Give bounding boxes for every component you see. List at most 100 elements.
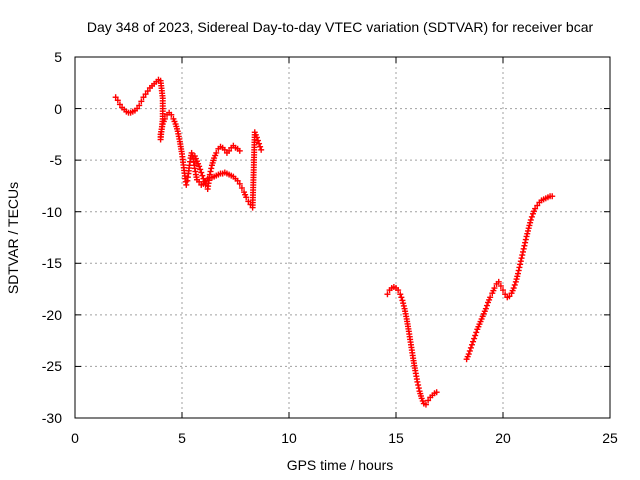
data-point: [470, 338, 477, 345]
data-point: [140, 94, 147, 101]
tick-marks: [74, 56, 611, 419]
x-axis-label: GPS time / hours: [287, 457, 394, 473]
x-tick-label: 15: [388, 430, 404, 446]
x-tick-labels: 0 5 10 15 20 25: [71, 430, 618, 446]
x-tick-label: 25: [602, 430, 618, 446]
data-point: [532, 205, 539, 212]
x-tick-label: 10: [281, 430, 297, 446]
data-point: [519, 252, 526, 259]
data-point: [414, 378, 421, 385]
y-tick-label: -20: [42, 307, 62, 323]
data-point: [515, 267, 522, 274]
data-point: [398, 294, 405, 301]
y-tick-label: 5: [54, 49, 62, 65]
data-point: [253, 134, 260, 141]
data-point: [213, 149, 220, 156]
data-point: [415, 381, 422, 388]
data-point: [473, 329, 480, 336]
data-point: [114, 97, 121, 104]
data-point: [467, 344, 474, 351]
data-point: [528, 213, 535, 220]
y-tick-label: -5: [50, 152, 63, 168]
data-point: [142, 91, 149, 98]
data-point: [517, 258, 524, 265]
data-point: [510, 285, 517, 292]
y-tick-label: -30: [42, 410, 62, 426]
data-point: [466, 347, 473, 354]
x-tick-label: 0: [71, 430, 79, 446]
data-point: [491, 285, 498, 292]
data-point: [468, 341, 475, 348]
data-point: [161, 115, 168, 122]
data-point: [513, 276, 520, 283]
data-point: [196, 163, 203, 170]
data-point: [384, 291, 391, 298]
data-point: [483, 302, 490, 309]
data-point: [168, 111, 175, 118]
data-point: [487, 294, 494, 301]
x-tick-label: 20: [495, 430, 511, 446]
x-tick-label: 5: [178, 430, 186, 446]
data-point: [518, 255, 525, 262]
data-point: [524, 230, 531, 237]
data-point: [199, 172, 206, 179]
plot-frame: [74, 56, 611, 419]
data-point: [134, 105, 141, 112]
data-point: [425, 397, 432, 404]
data-points: [112, 76, 556, 408]
data-point: [522, 236, 529, 243]
data-point: [236, 180, 243, 187]
data-point: [221, 146, 228, 153]
data-point: [514, 270, 521, 277]
data-point: [245, 198, 252, 205]
data-point: [512, 278, 519, 285]
data-point: [238, 184, 245, 191]
data-point: [257, 143, 264, 150]
data-point: [400, 300, 407, 307]
data-point: [433, 389, 440, 396]
data-point: [116, 101, 123, 108]
data-point: [534, 202, 541, 209]
y-tick-label: 0: [54, 101, 62, 117]
data-point: [399, 297, 406, 304]
data-point: [207, 168, 214, 175]
data-point: [183, 181, 190, 188]
data-point: [112, 94, 119, 101]
data-point: [471, 335, 478, 342]
data-point: [138, 98, 145, 105]
data-point: [495, 278, 502, 285]
y-axis-label: SDTVAR / TECUs: [5, 182, 21, 294]
data-point: [516, 264, 523, 271]
data-point: [208, 165, 215, 172]
data-point: [234, 177, 241, 184]
data-point: [511, 281, 518, 288]
data-point: [397, 291, 404, 298]
data-point: [517, 261, 524, 268]
data-point: [258, 146, 265, 153]
data-point: [196, 178, 203, 185]
data-point: [522, 239, 529, 246]
data-point: [497, 282, 504, 289]
chart-title: Day 348 of 2023, Sidereal Day-to-day VTE…: [87, 19, 594, 35]
data-point: [521, 242, 528, 249]
data-point: [514, 273, 521, 280]
data-point: [197, 166, 204, 173]
data-point: [465, 351, 472, 358]
data-point: [236, 147, 243, 154]
data-point: [201, 178, 208, 185]
y-tick-label: -15: [42, 255, 62, 271]
data-point: [520, 245, 527, 252]
data-point: [200, 175, 207, 182]
data-point: [502, 291, 509, 298]
data-point: [254, 137, 261, 144]
y-tick-label: -25: [42, 358, 62, 374]
data-point: [482, 305, 489, 312]
data-point: [526, 222, 533, 229]
data-point: [523, 233, 530, 240]
data-point: [400, 302, 407, 309]
grid-lines: [75, 57, 610, 418]
data-point: [226, 147, 233, 154]
data-point: [527, 219, 534, 226]
data-point: [188, 149, 195, 156]
